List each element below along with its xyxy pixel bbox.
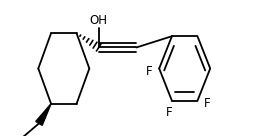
Text: F: F bbox=[166, 106, 173, 119]
Text: OH: OH bbox=[90, 14, 108, 27]
Text: F: F bbox=[204, 97, 211, 110]
Text: F: F bbox=[146, 65, 153, 78]
Polygon shape bbox=[36, 104, 51, 125]
